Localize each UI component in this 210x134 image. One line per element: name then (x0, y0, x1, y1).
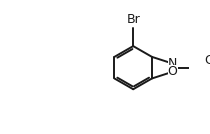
Text: N: N (168, 57, 177, 70)
Text: O: O (168, 65, 178, 78)
Text: Br: Br (126, 13, 140, 26)
Text: Cl: Cl (205, 54, 210, 67)
